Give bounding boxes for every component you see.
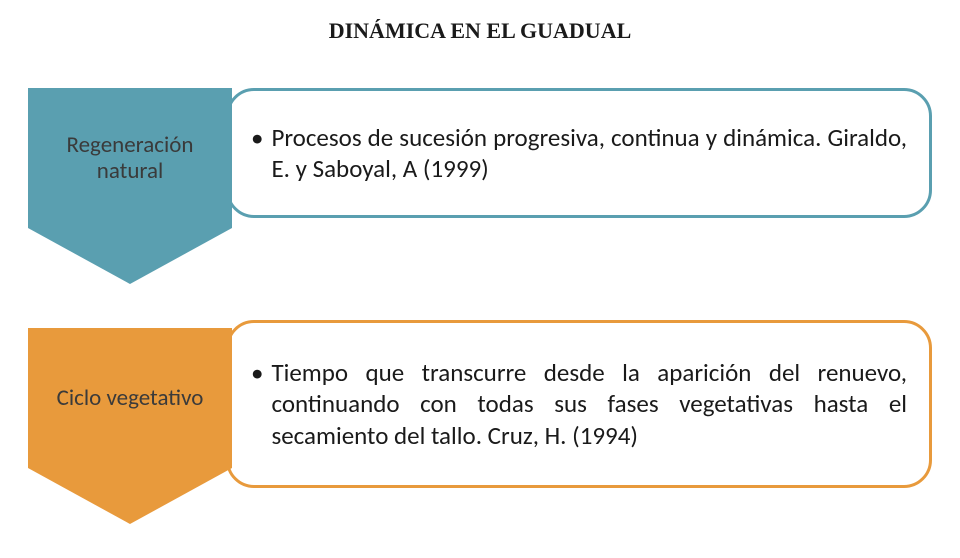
bubble-text-0: Procesos de sucesión progresiva, continu… [271,122,907,185]
bullet-icon: • [251,357,263,388]
bubble-0: • Procesos de sucesión progresiva, contin… [226,88,932,218]
page-title: DINÁMICA EN EL GUADUAL [0,18,960,44]
arrow-block-0: Regeneración natural [28,88,232,284]
row-0: Regeneración natural • Procesos de sucesió… [28,88,932,284]
arrow-block-1: Ciclo vegetativo [28,328,232,524]
bullet-icon: • [251,122,263,153]
row-1: Ciclo vegetativo • Tiempo que transcurre d… [28,328,932,524]
arrow-label-0: Regeneración natural [28,88,232,228]
arrow-label-1: Ciclo vegetativo [28,328,232,468]
bubble-text-1: Tiempo que transcurre desde la aparición… [271,357,907,451]
bubble-1: • Tiempo que transcurre desde la aparició… [226,320,932,488]
